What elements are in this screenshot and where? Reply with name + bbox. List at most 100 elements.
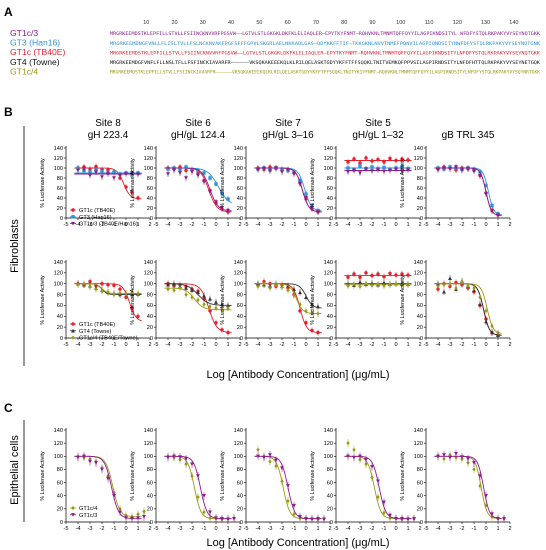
y-tick-label: 100 — [144, 282, 153, 288]
series — [254, 165, 322, 215]
data-point — [400, 283, 404, 288]
y-tick-label: 0 — [420, 336, 423, 342]
x-tick-label: -5 — [154, 526, 159, 532]
series — [164, 280, 232, 309]
data-point — [268, 285, 272, 291]
alignment-row-name: GT3 (Han16) — [10, 38, 60, 48]
data-point — [304, 308, 308, 313]
data-point — [472, 461, 476, 465]
x-tick-label: -4 — [256, 222, 261, 228]
data-point — [82, 167, 86, 171]
chart-panel: 0 20 40 60 80 100 120 140 -5 -4 -3 -2 -1 0 1 2 % Lucifer… — [40, 260, 152, 348]
data-point — [202, 180, 206, 184]
y-tick-label: 80 — [147, 292, 153, 298]
y-tick-label: 80 — [327, 467, 333, 473]
data-point — [496, 330, 500, 335]
series — [164, 167, 232, 214]
series — [74, 452, 146, 523]
data-point — [442, 456, 446, 462]
y-tick-label: 0 — [420, 520, 423, 526]
x-tick-label: -1 — [382, 526, 387, 532]
data-point — [118, 510, 122, 515]
data-point — [352, 272, 356, 276]
row-label-epithelial: Epithelial cells — [9, 435, 21, 505]
data-point — [484, 308, 488, 313]
data-point — [280, 170, 284, 174]
x-tick-label: -1 — [472, 526, 477, 532]
y-tick-label: 20 — [417, 507, 423, 513]
y-tick-label: 40 — [57, 494, 63, 500]
x-tick-label: 0 — [484, 222, 487, 228]
data-point — [490, 512, 494, 517]
data-point — [100, 175, 104, 179]
data-point — [358, 275, 362, 279]
x-tick-label: -3 — [448, 222, 453, 228]
x-tick-label: 1 — [406, 222, 409, 228]
y-tick-label: 40 — [147, 494, 153, 500]
data-point — [436, 454, 440, 459]
y-tick-label: 20 — [237, 507, 243, 513]
data-point — [196, 494, 200, 500]
alignment-row-name: GT1c/3 — [10, 28, 38, 38]
x-tick-label: 0 — [214, 222, 217, 228]
x-tick-label: 0 — [394, 342, 397, 348]
x-tick-label: 1 — [406, 526, 409, 532]
data-point — [124, 295, 128, 299]
y-axis-title: % Luciferase Activity — [400, 158, 406, 208]
data-point — [100, 169, 104, 174]
legend-label: GT1c/3 (TB40E/Han16) — [79, 222, 138, 228]
data-point — [472, 467, 476, 472]
y-tick-label: 40 — [327, 314, 333, 320]
x-tick-label: 2 — [148, 342, 151, 348]
y-tick-label: 60 — [327, 186, 333, 192]
data-point — [142, 509, 146, 514]
x-tick-label: -2 — [460, 342, 465, 348]
data-point — [406, 273, 410, 277]
data-point — [94, 461, 98, 465]
ruler-tick-label: 10 — [143, 20, 149, 26]
x-tick-label: -3 — [178, 526, 183, 532]
data-point — [448, 455, 452, 460]
data-point — [190, 462, 194, 467]
x-tick-label: 0 — [394, 526, 397, 532]
data-point — [496, 213, 500, 217]
legend-label: GT3 (Han16) — [79, 215, 112, 221]
column-header-antibody: gH/gL 3–16 — [262, 130, 314, 141]
column-header-site: Site 6 — [185, 118, 211, 129]
data-point — [226, 306, 230, 311]
y-tick-label: 140 — [414, 428, 423, 434]
data-point — [442, 289, 446, 294]
data-point — [178, 171, 182, 175]
data-point — [466, 283, 470, 288]
data-point — [286, 288, 290, 293]
data-point — [298, 182, 302, 186]
ruler-tick-label: 40 — [228, 20, 234, 26]
y-tick-label: 40 — [147, 314, 153, 320]
data-point — [208, 304, 212, 309]
series — [344, 166, 412, 176]
y-tick-label: 80 — [327, 292, 333, 298]
x-tick-label: -4 — [436, 222, 441, 228]
y-tick-label: 60 — [147, 186, 153, 192]
x-tick-label: 2 — [328, 526, 331, 532]
y-tick-label: 120 — [144, 441, 153, 447]
y-tick-label: 0 — [150, 520, 153, 526]
x-tick-label: -5 — [64, 526, 69, 532]
y-tick-label: 20 — [57, 206, 63, 212]
data-point — [478, 302, 482, 307]
data-point — [94, 287, 98, 292]
y-tick-label: 60 — [327, 480, 333, 486]
data-point — [208, 176, 212, 180]
row-label-fibroblasts: Fibroblasts — [9, 219, 21, 273]
data-point — [178, 285, 182, 291]
y-tick-label: 20 — [147, 325, 153, 331]
data-point — [466, 457, 470, 461]
data-point — [76, 168, 80, 173]
y-tick-label: 60 — [57, 480, 63, 486]
x-tick-label: 2 — [238, 342, 241, 348]
data-point — [352, 447, 356, 452]
y-tick-label: 20 — [417, 325, 423, 331]
x-tick-label: -2 — [100, 342, 105, 348]
data-point — [130, 306, 134, 310]
